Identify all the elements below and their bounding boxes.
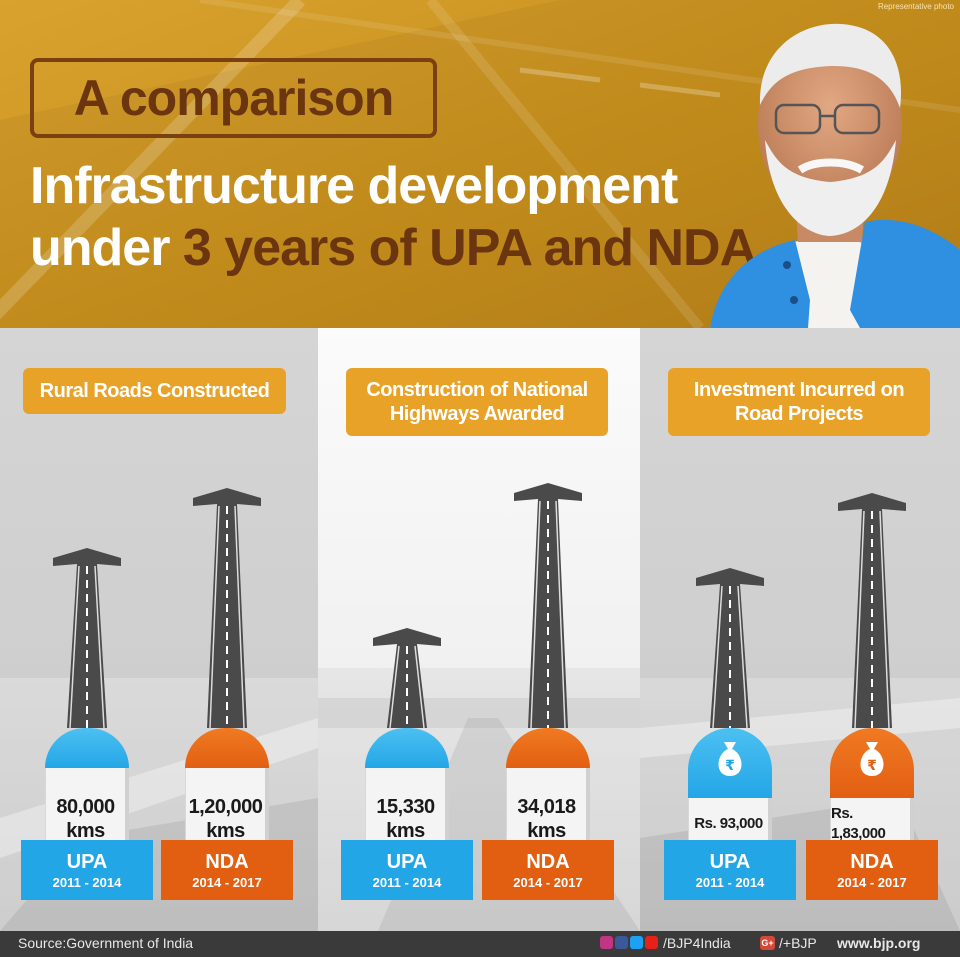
milestone-cap: ₹ (688, 728, 772, 798)
road-arrow-bar (696, 568, 764, 728)
money-bag-icon: ₹ (718, 742, 742, 776)
facebook-icon[interactable] (615, 936, 628, 949)
data-label-unit: kms (386, 820, 425, 842)
instagram-icon[interactable] (600, 936, 613, 949)
category-label: NDA 2014 - 2017 (161, 840, 293, 900)
panel-national-highways: Construction of National Highways Awarde… (318, 328, 640, 931)
road-arrow-bar (373, 628, 441, 728)
comparison-tag-text: A comparison (73, 70, 395, 126)
road-arrow-bar (193, 488, 261, 728)
panel-rural-roads: Rural Roads Constructed 80,000 kms UPA 2011… (0, 328, 318, 931)
road-arrow-bar (514, 483, 582, 728)
category-period: 2014 - 2017 (513, 874, 583, 890)
leader-portrait (710, 23, 960, 328)
comparison-tag: A comparison (30, 58, 437, 138)
svg-text:₹: ₹ (867, 758, 877, 774)
data-label-unit: kms (206, 820, 245, 842)
road-arrow-bar (838, 493, 906, 728)
data-label-value: Rs. 1,83,000 (831, 805, 886, 842)
source-text: Source:Government of India (18, 935, 194, 951)
chart-title: Construction of National Highways Awarde… (346, 368, 608, 436)
title-line-2: under 3 years of UPA and NDA (30, 217, 757, 279)
panel-road-investment: Investment Incurred on Road Projects ₹ Rs… (640, 328, 960, 931)
category-label: UPA 2011 - 2014 (21, 840, 153, 900)
category-name: UPA (709, 850, 751, 873)
category-name: NDA (205, 850, 249, 873)
category-period: 2014 - 2017 (192, 874, 262, 890)
data-label-unit: kms (527, 820, 566, 842)
google-plus-handle[interactable]: /+BJP (779, 935, 817, 951)
social-handle[interactable]: /BJP4India (663, 935, 731, 951)
money-bag-icon: ₹ (860, 742, 884, 776)
title-line-2-white: under (30, 219, 170, 277)
category-name: UPA (66, 850, 108, 873)
page-title: Infrastructure development under 3 years… (30, 155, 757, 279)
google-plus-icon[interactable]: G+ (760, 936, 775, 950)
youtube-icon[interactable] (645, 936, 658, 949)
category-period: 2011 - 2014 (372, 874, 442, 890)
chart-title: Investment Incurred on Road Projects (668, 368, 930, 436)
category-label: UPA 2011 - 2014 (664, 840, 796, 900)
category-period: 2011 - 2014 (695, 874, 765, 890)
road-arrow-bar (53, 548, 121, 728)
representative-photo-note: Representative photo (877, 2, 954, 11)
social-icons (600, 936, 658, 949)
category-label: NDA 2014 - 2017 (482, 840, 614, 900)
category-name: UPA (386, 850, 428, 873)
category-period: 2011 - 2014 (52, 874, 122, 890)
data-label-value: 1,20,000 (188, 796, 263, 818)
header-banner: Representative photo A comparison Infras… (0, 0, 960, 328)
category-name: NDA (850, 850, 894, 873)
title-line-1: Infrastructure development (30, 157, 678, 215)
data-label-value: 80,000 (56, 796, 115, 818)
data-label-unit: kms (66, 820, 105, 842)
data-label-value: 15,330 (376, 796, 435, 818)
twitter-icon[interactable] (630, 936, 643, 949)
category-name: NDA (526, 850, 570, 873)
category-period: 2014 - 2017 (837, 874, 907, 890)
chart-title: Rural Roads Constructed (23, 368, 286, 414)
data-label-value: Rs. 93,000 (694, 815, 763, 832)
title-line-2-brown: 3 years of UPA and NDA (182, 219, 757, 277)
milestone-cap: ₹ (830, 728, 914, 798)
category-label: UPA 2011 - 2014 (341, 840, 473, 900)
category-label: NDA 2014 - 2017 (806, 840, 938, 900)
footer: Source:Government of India /BJP4India G+… (0, 931, 960, 957)
data-label-value: 34,018 (517, 796, 576, 818)
svg-text:₹: ₹ (725, 758, 735, 774)
website-link[interactable]: www.bjp.org (837, 935, 921, 951)
